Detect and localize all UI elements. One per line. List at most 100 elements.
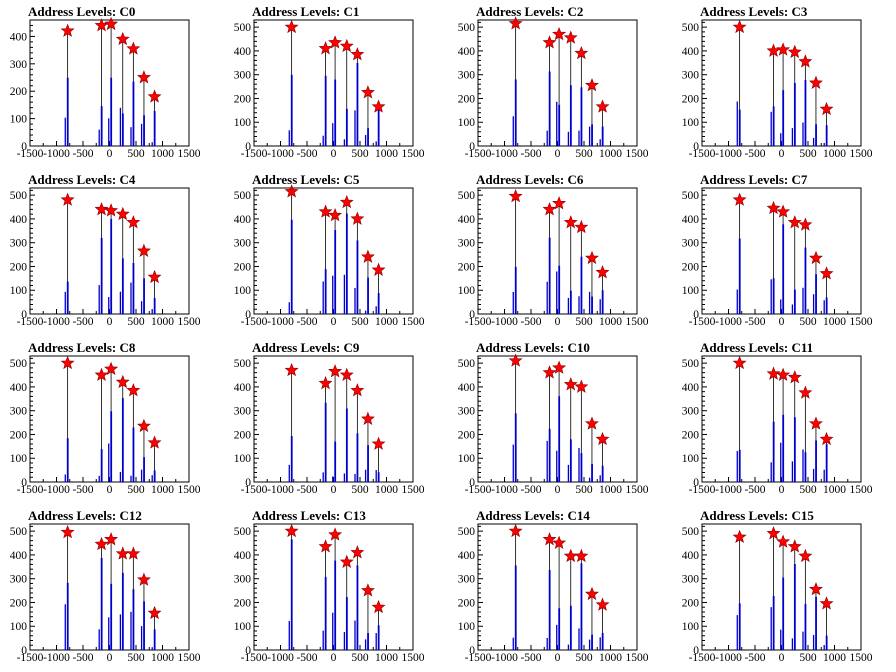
peak-marker (563, 377, 578, 391)
y-tick-label: 100 (682, 621, 700, 633)
peak-marker (508, 353, 523, 367)
histogram-bar (132, 427, 135, 482)
y-tick-label: 300 (682, 574, 700, 586)
histogram-bar (599, 139, 601, 146)
chart-panel: Address Levels: C30100200300400500-1500-… (682, 4, 873, 160)
histogram-bar (780, 299, 782, 314)
x-tick-label: 0 (331, 148, 337, 160)
x-tick-label: -1000 (491, 652, 518, 664)
x-tick-label: -1500 (689, 316, 716, 328)
y-tick-label: 400 (10, 382, 28, 394)
y-tick-label: 100 (234, 117, 252, 129)
histogram-bar (108, 118, 110, 146)
chart-panel: Address Levels: C20100200300400500-1500-… (458, 4, 649, 160)
peak-marker (350, 211, 365, 225)
peak-marker (284, 523, 299, 538)
peak-marker (115, 206, 130, 221)
histogram-bar (377, 293, 380, 314)
histogram-bar (601, 632, 604, 650)
x-tick-label: 500 (127, 316, 145, 328)
histogram-bar (100, 237, 103, 314)
peak-marker (350, 545, 365, 559)
chart-title: Address Levels: C7 (700, 172, 808, 187)
peak-marker (508, 188, 523, 203)
histogram-bar (375, 470, 377, 482)
peak-marker (147, 605, 162, 620)
histogram-bar (343, 274, 346, 314)
histogram-bar (332, 123, 334, 146)
chart-panel: Address Levels: C15 0 100 200 300 400 500 -1500… (682, 508, 873, 664)
x-tick-label: 1500 (626, 484, 649, 496)
x-tick-label: 500 (799, 652, 817, 664)
histogram-bar (290, 219, 293, 314)
peak-marker (766, 200, 781, 215)
histogram-bar (324, 402, 327, 482)
y-tick-label: 500 (234, 190, 252, 202)
x-tick-label: 1000 (599, 316, 622, 328)
y-tick-label: 200 (10, 86, 28, 98)
x-tick-label: -1500 (17, 316, 44, 328)
histogram-bar (569, 605, 572, 650)
chart-panel: Address Levels: C50100200300400500-1500-… (234, 172, 425, 328)
peak-marker (809, 75, 823, 89)
y-tick-label: 100 (234, 621, 252, 633)
x-tick-label: -1500 (241, 484, 268, 496)
peak-marker (94, 202, 109, 216)
plot-frame (253, 187, 414, 315)
y-tick-label: 0 (693, 141, 699, 153)
histogram-bar (108, 297, 110, 314)
histogram-bar (364, 469, 367, 482)
peak-marker (776, 367, 791, 381)
x-tick-label: 1000 (375, 652, 398, 664)
x-tick-label: -500 (520, 484, 541, 496)
x-tick-label: -1000 (43, 316, 70, 328)
chart-title: Address Levels: C1 (252, 4, 359, 19)
y-tick-label: 400 (458, 46, 476, 58)
histogram-bar (288, 130, 290, 146)
x-tick-label: 1500 (402, 652, 425, 664)
y-tick-label: 300 (10, 238, 28, 250)
y-tick-label: 100 (10, 285, 28, 297)
chart-panel: Address Levels: C70100200300400500-1500-… (682, 172, 873, 328)
x-tick-label: 1000 (151, 652, 174, 664)
histogram-bar (770, 462, 772, 482)
x-tick-label: -1000 (267, 148, 294, 160)
chart-title: Address Levels: C2 (476, 4, 583, 19)
histogram-bar (322, 135, 324, 146)
peak-marker (819, 596, 834, 610)
chart-title: Address Levels: C14 (476, 508, 590, 523)
x-tick-label: 1500 (178, 652, 201, 664)
x-tick-label: 0 (779, 148, 785, 160)
histogram-bar (375, 633, 377, 650)
y-tick-label: 0 (469, 645, 475, 657)
y-tick-label: 200 (458, 597, 476, 609)
histogram-bar (98, 629, 100, 650)
histogram-bar (153, 110, 156, 146)
histogram-bar (367, 277, 369, 314)
x-tick-label: -1000 (715, 484, 742, 496)
peak-marker (552, 26, 567, 41)
y-tick-label: 400 (234, 550, 252, 562)
peak-marker (137, 418, 151, 433)
peak-marker (371, 599, 386, 614)
x-tick-label: 500 (575, 148, 593, 160)
y-tick-label: 500 (458, 190, 476, 202)
histogram-bar (151, 309, 153, 314)
y-tick-label: 100 (234, 453, 252, 465)
histogram-bar (143, 115, 145, 146)
histogram-bar (110, 77, 113, 146)
x-tick-label: -1000 (491, 316, 518, 328)
histogram-bar (569, 85, 572, 146)
histogram-bar (130, 611, 132, 650)
y-tick-label: 300 (458, 238, 476, 250)
histogram-bar (599, 299, 601, 314)
histogram-bar (153, 629, 156, 650)
histogram-bar (98, 285, 100, 314)
histogram-bar (143, 457, 145, 482)
histogram-bar (548, 428, 551, 482)
histogram-bar (567, 464, 570, 482)
y-tick-label: 400 (234, 46, 252, 58)
histogram-bar (578, 447, 580, 482)
histogram-bar (804, 247, 807, 314)
chart-title: Address Levels: C5 (252, 172, 360, 187)
